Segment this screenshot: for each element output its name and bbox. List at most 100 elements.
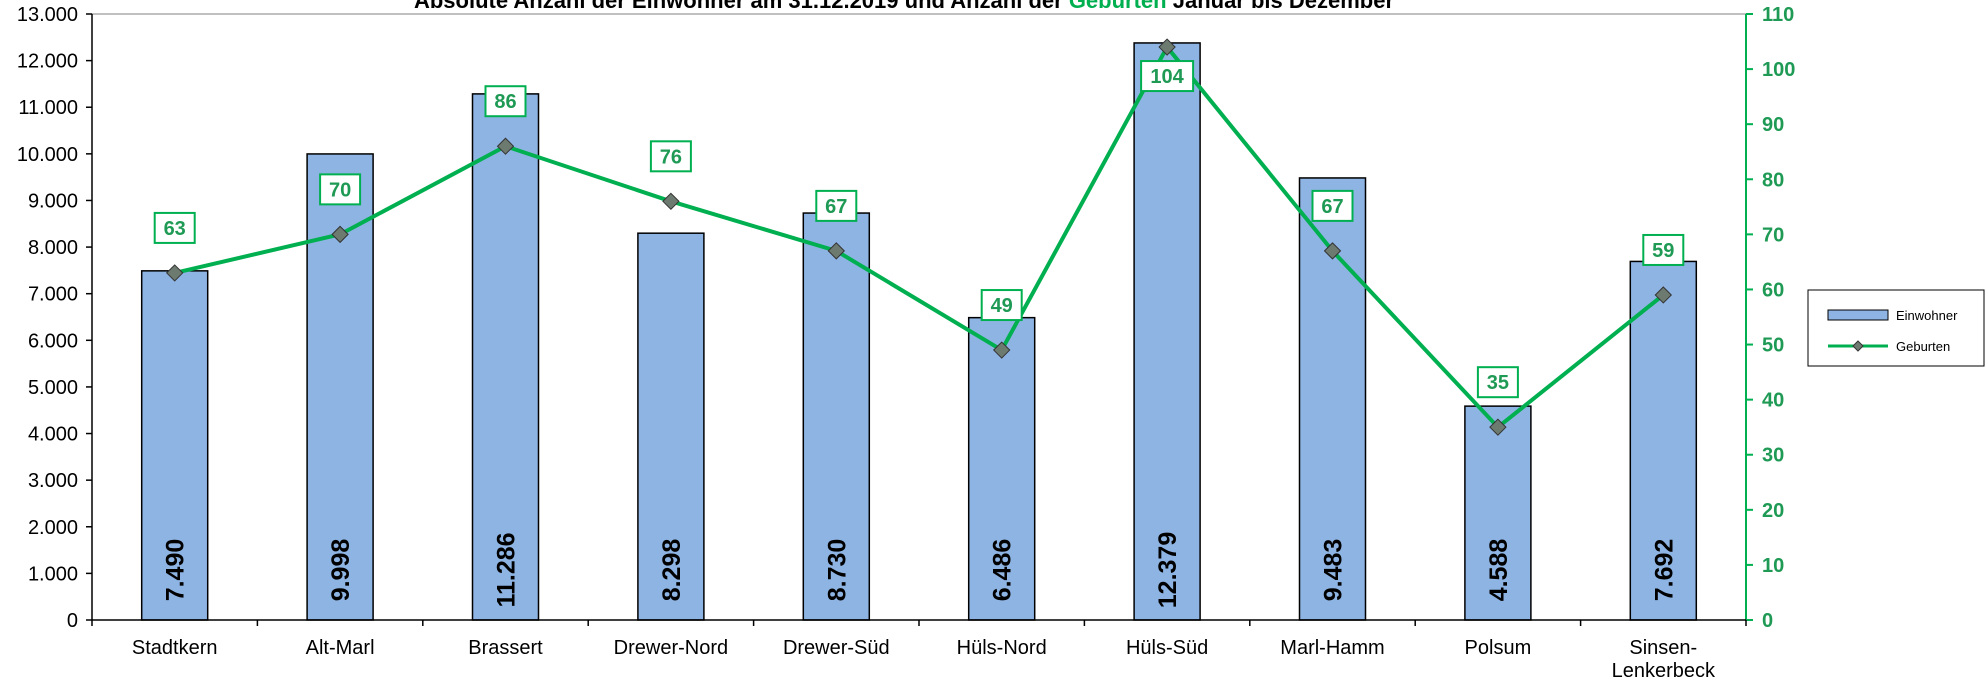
- x-category-label: Marl-Hamm: [1280, 637, 1384, 659]
- geburten-point: [331, 225, 349, 244]
- x-category-label: Polsum: [1465, 637, 1532, 659]
- left-tick-label: 5.000: [28, 377, 78, 399]
- geburten-data-label: 67: [1311, 189, 1354, 222]
- x-axis: Stadtkern Alt-Marl Brassert Drewer-Nord Drew…: [91, 619, 1747, 682]
- right-y-axis: 0 10 20 30 40 50 60 70 80 90 100 110: [1745, 4, 1795, 632]
- bar-value-label: 9.998: [327, 539, 355, 602]
- geburten-label-box: [815, 189, 858, 222]
- left-tick-label: 13.000: [17, 4, 78, 26]
- right-tick-label: 0: [1762, 610, 1773, 632]
- right-tick-label: 40: [1762, 390, 1784, 412]
- geburten-point: [1323, 242, 1342, 260]
- bar-hüls-süd: [1133, 42, 1201, 621]
- bar-value-label: 8.730: [823, 539, 851, 602]
- bar-value-label: 6.486: [989, 539, 1017, 602]
- right-tick-label: 110: [1762, 4, 1794, 26]
- x-category-label-line: Stadtkern: [132, 637, 218, 659]
- geburten-label-box: [484, 85, 527, 118]
- x-category-label: Drewer-Süd: [783, 637, 890, 659]
- geburten-label-text: 35: [1487, 372, 1509, 394]
- x-category-label-line: Brassert: [468, 637, 543, 659]
- x-category-label-line: Hüls-Nord: [957, 637, 1047, 659]
- geburten-data-label: 70: [319, 173, 362, 206]
- bar-series-einwohner: 7.490 9.998 11.286 8.298 8.730 6.486 12.379 9.4…: [140, 42, 1698, 621]
- left-tick-label: 7.000: [28, 284, 78, 306]
- x-category-label: Drewer-Nord: [614, 637, 728, 659]
- right-tick-label: 20: [1762, 500, 1784, 522]
- left-tick-label: 8.000: [28, 237, 78, 259]
- geburten-point: [1489, 418, 1507, 436]
- geburten-data-label: 86: [484, 85, 527, 118]
- right-tick-label: 60: [1762, 279, 1784, 301]
- bar-value-label: 8.298: [658, 539, 686, 602]
- geburten-point: [496, 137, 515, 155]
- chart-title-part-1: Geburten: [1069, 0, 1167, 13]
- left-tick-label: 10.000: [17, 144, 78, 166]
- geburten-point: [165, 264, 184, 282]
- geburten-data-label: 63: [153, 211, 196, 244]
- legend: Einwohner Geburten: [1807, 289, 1985, 367]
- x-category-label: Stadtkern: [132, 637, 218, 659]
- bar-hüls-nord: [967, 316, 1036, 621]
- legend-box: [1807, 289, 1985, 367]
- geburten-data-label: 35: [1476, 366, 1519, 399]
- left-tick-label: 2.000: [28, 517, 78, 539]
- geburten-label-box: [1642, 233, 1685, 266]
- right-tick-label: 90: [1762, 114, 1784, 136]
- geburten-label-text: 63: [164, 218, 186, 240]
- right-tick-label: 100: [1762, 59, 1795, 81]
- geburten-point: [662, 192, 680, 211]
- geburten-label-text: 76: [660, 146, 682, 168]
- geburten-label-text: 59: [1652, 240, 1674, 262]
- legend-label-einwohner: Einwohner: [1896, 308, 1958, 323]
- right-tick-label: 10: [1762, 555, 1784, 577]
- x-category-label: Brassert: [468, 637, 543, 659]
- bar-value-label: 12.379: [1154, 532, 1182, 608]
- geburten-point: [1158, 38, 1176, 56]
- bar-alt-marl: [306, 153, 374, 621]
- geburten-label-text: 67: [1321, 196, 1343, 218]
- bar-value-label: 4.588: [1485, 539, 1513, 602]
- geburten-label-box: [319, 173, 362, 206]
- x-category-label-line: Marl-Hamm: [1280, 637, 1384, 659]
- bar-brassert: [471, 93, 540, 621]
- geburten-label-text: 86: [494, 91, 516, 113]
- geburten-data-label: 49: [980, 289, 1023, 322]
- geburten-point: [1654, 286, 1673, 304]
- geburten-line: [174, 45, 1665, 430]
- x-category-label-line: Drewer-Süd: [783, 637, 890, 659]
- left-tick-label: 4.000: [28, 424, 78, 446]
- bar-drewer-nord: [637, 232, 705, 621]
- bar-value-label: 11.286: [493, 532, 521, 607]
- legend-marker-geburten: [1852, 340, 1864, 352]
- x-category-label-line: Lenkerbeck: [1612, 660, 1716, 682]
- left-tick-label: 12.000: [17, 51, 78, 73]
- legend-label-geburten: Geburten: [1896, 339, 1950, 354]
- left-tick-label: 9.000: [28, 190, 78, 212]
- bar-stadtkern: [140, 270, 209, 621]
- bar-value-label: 9.483: [1320, 539, 1348, 602]
- x-category-label-line: Polsum: [1465, 637, 1532, 659]
- geburten-label-box: [153, 211, 196, 244]
- geburten-data-label: 67: [815, 189, 858, 222]
- x-category-label-line: Sinsen-: [1629, 637, 1697, 659]
- geburten-data-label: 104: [1140, 60, 1195, 93]
- x-category-label-line: Hüls-Süd: [1126, 637, 1208, 659]
- geburten-data-label: 76: [649, 140, 692, 173]
- bar-value-label: 7.692: [1650, 539, 1678, 602]
- x-category-label-line: Alt-Marl: [306, 637, 375, 659]
- x-category-label-line: Drewer-Nord: [614, 637, 728, 659]
- left-tick-label: 3.000: [28, 470, 78, 492]
- geburten-label-text: 67: [825, 196, 847, 218]
- x-category-label: Sinsen-Lenkerbeck: [1612, 637, 1716, 682]
- left-tick-label: 11.000: [18, 97, 78, 119]
- chart-title-part-0: Absolute Anzahl der Einwohner am 31.12.2…: [414, 0, 1069, 13]
- geburten-point: [992, 341, 1011, 359]
- geburten-label-box: [1476, 366, 1519, 399]
- geburten-label-text: 104: [1150, 66, 1184, 88]
- chart-title: Absolute Anzahl der Einwohner am 31.12.2…: [414, 0, 1395, 13]
- right-tick-label: 30: [1762, 445, 1784, 467]
- left-tick-label: 1.000: [28, 563, 78, 585]
- geburten-data-label: 59: [1642, 233, 1685, 266]
